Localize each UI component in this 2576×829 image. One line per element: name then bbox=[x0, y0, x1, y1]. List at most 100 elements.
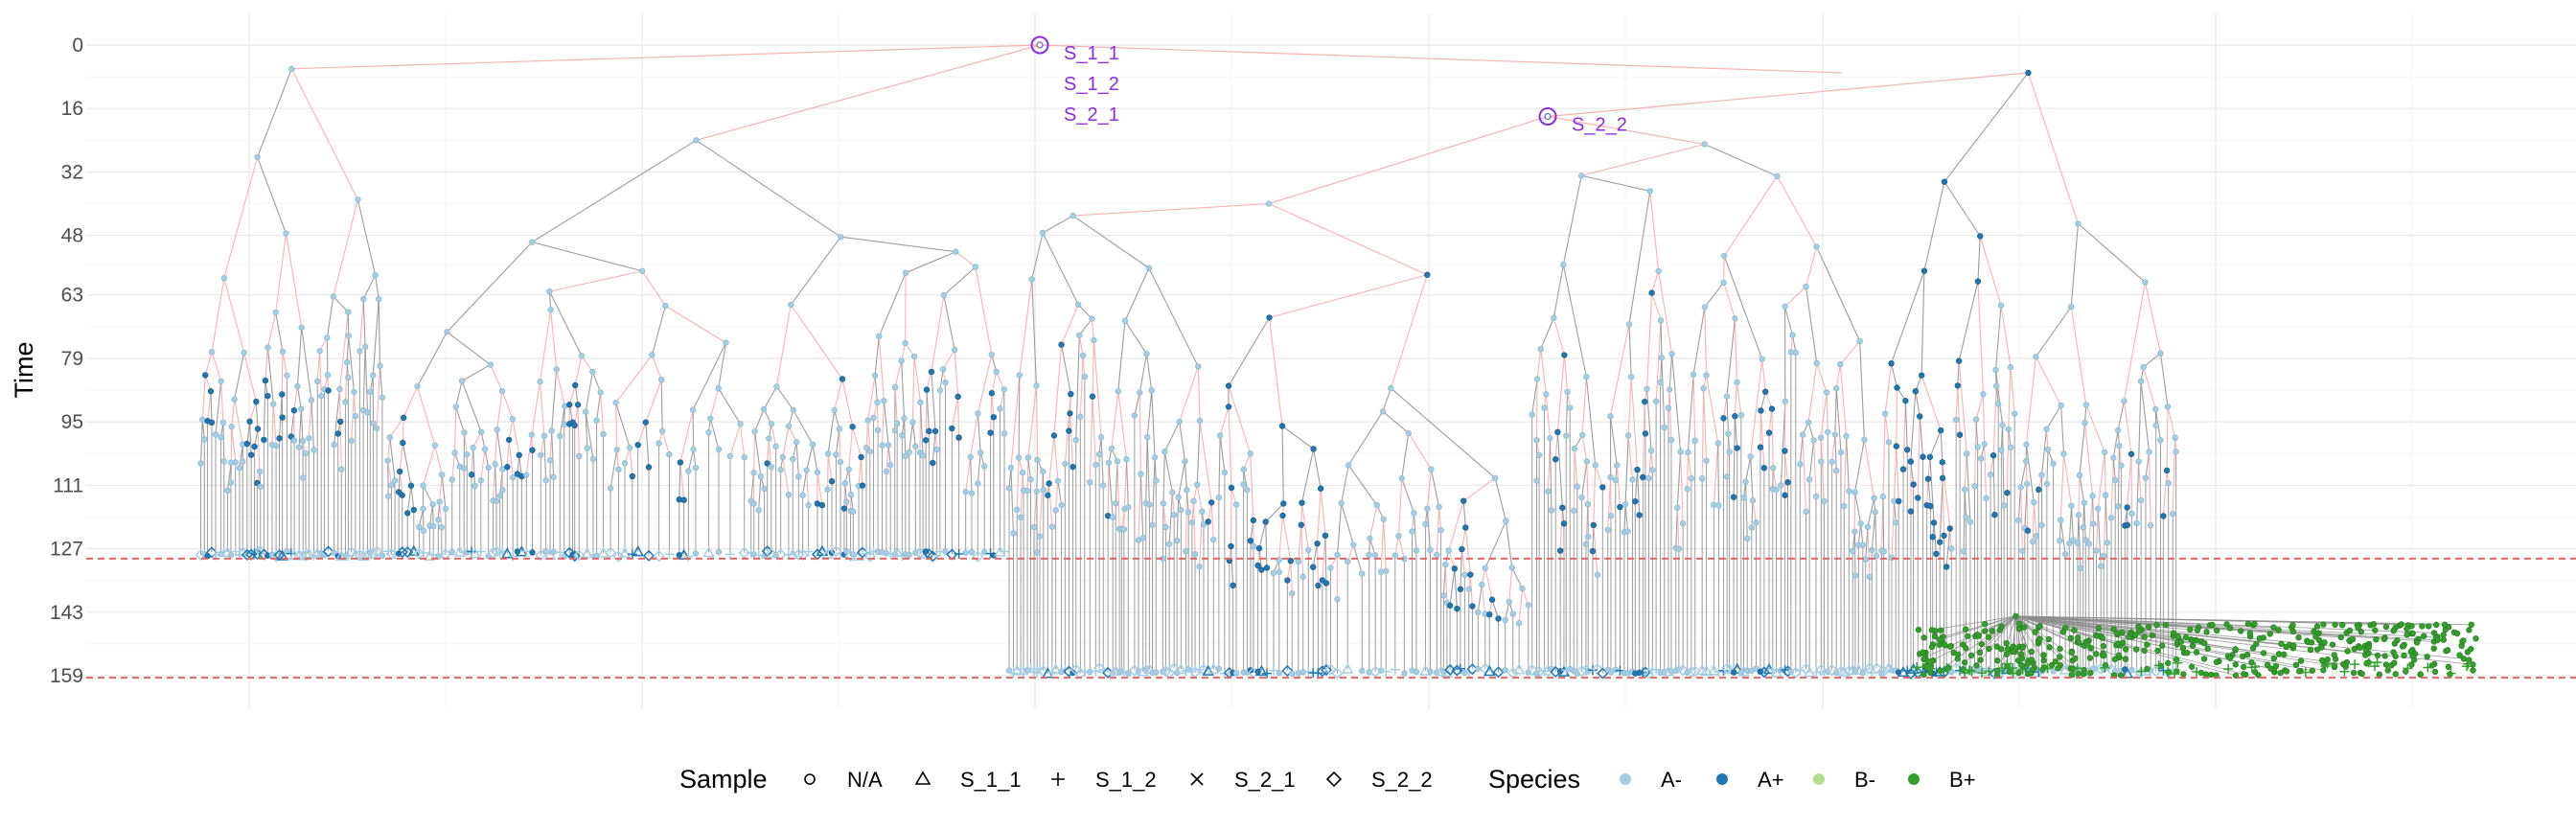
tree-edge bbox=[931, 371, 936, 431]
tree-edge bbox=[379, 365, 383, 398]
tree-node bbox=[2093, 632, 2100, 639]
tree-node-sample bbox=[1042, 667, 1054, 679]
tree-edge bbox=[1760, 410, 1765, 469]
tree-edge bbox=[641, 270, 666, 307]
tree-edge bbox=[2143, 366, 2156, 410]
tree-edge bbox=[1843, 435, 1848, 507]
tree-node bbox=[1125, 670, 1132, 677]
tree-node bbox=[785, 423, 793, 429]
tree-node bbox=[1225, 403, 1232, 410]
tree-node bbox=[1000, 386, 1007, 393]
tree-edge bbox=[1092, 339, 1102, 438]
tree-edge bbox=[1146, 437, 1150, 505]
tree-edge bbox=[1508, 567, 1513, 603]
tree-node bbox=[1997, 302, 2005, 309]
tree-node bbox=[885, 442, 892, 449]
tree-node bbox=[2085, 541, 2093, 547]
tree-node bbox=[537, 378, 543, 385]
tree-node bbox=[1684, 486, 1690, 493]
tree-node bbox=[2057, 538, 2063, 544]
tree-node bbox=[1770, 465, 1777, 472]
tree-node bbox=[1644, 385, 1650, 393]
tree-edge bbox=[1884, 413, 1890, 443]
tree-edge bbox=[827, 453, 833, 482]
tree-node bbox=[2040, 652, 2047, 658]
tree-edge bbox=[362, 274, 377, 300]
tree-node bbox=[2004, 645, 2012, 653]
tree-edge bbox=[574, 384, 579, 405]
tree-node bbox=[1992, 382, 2000, 389]
tree-node bbox=[795, 473, 802, 480]
tree-edge bbox=[1300, 449, 1315, 503]
tree-node bbox=[2061, 550, 2069, 558]
tree-node bbox=[468, 472, 475, 478]
tree-node bbox=[1907, 508, 1915, 515]
tree-edge bbox=[1736, 381, 1742, 416]
tree-edge bbox=[1896, 446, 1899, 501]
tree-edge bbox=[1265, 521, 1268, 568]
tree-node bbox=[1036, 533, 1044, 540]
tree-node-sample bbox=[1010, 664, 1024, 676]
tree-node bbox=[629, 472, 636, 480]
tree-edge bbox=[1505, 520, 1513, 568]
tree-node bbox=[2019, 547, 2026, 554]
tree-edge bbox=[1218, 435, 1221, 498]
tree-node bbox=[1427, 668, 1434, 675]
tree-edge bbox=[272, 403, 277, 447]
tree-edge bbox=[308, 400, 312, 439]
tree-node bbox=[420, 527, 427, 535]
tree-edge bbox=[508, 439, 514, 478]
tree-node bbox=[1690, 371, 1697, 378]
tree-edge bbox=[387, 460, 389, 496]
tree-node bbox=[1153, 477, 1160, 484]
tree-edge bbox=[1917, 416, 1920, 498]
tree-node bbox=[1981, 441, 1988, 448]
tree-node bbox=[2470, 667, 2476, 674]
tree-node bbox=[2095, 625, 2103, 632]
tree-node bbox=[593, 417, 600, 424]
tree-node bbox=[1936, 539, 1944, 545]
tree-node-sample bbox=[1643, 667, 1655, 679]
tree-node bbox=[906, 449, 912, 456]
tree-node bbox=[306, 435, 312, 442]
tree-node bbox=[1994, 657, 2001, 664]
tree-node bbox=[906, 551, 912, 559]
tree-edge bbox=[1031, 279, 1038, 386]
tree-node bbox=[1893, 443, 1900, 449]
tree-node bbox=[942, 548, 949, 555]
tree-edge bbox=[2112, 457, 2116, 481]
tree-node bbox=[1413, 547, 1420, 554]
tree-node bbox=[2246, 630, 2254, 636]
tree-edge bbox=[844, 483, 847, 502]
tree-node bbox=[1817, 434, 1825, 441]
tree-edge bbox=[461, 364, 491, 382]
tree-node bbox=[1634, 466, 1641, 473]
tree-node bbox=[839, 376, 846, 382]
tree-node bbox=[1287, 557, 1294, 564]
sample-label: S_2_2 bbox=[1572, 114, 1627, 135]
tree-edge bbox=[2095, 508, 2099, 551]
tree-node bbox=[2249, 645, 2257, 652]
tree-node bbox=[1954, 656, 1961, 662]
tree-edge bbox=[2083, 502, 2086, 541]
tree-edge bbox=[977, 355, 993, 414]
tree-edge bbox=[955, 251, 977, 267]
tree-edge bbox=[1805, 287, 1818, 364]
tree-node bbox=[634, 442, 641, 449]
tree-edge bbox=[1745, 456, 1752, 482]
tree-node bbox=[1907, 458, 1914, 465]
tree-edge bbox=[1460, 549, 1462, 589]
tree-node bbox=[2084, 641, 2091, 648]
tree-node bbox=[2141, 633, 2148, 640]
tree-node bbox=[693, 137, 700, 144]
tree-node bbox=[1289, 589, 1296, 597]
tree-edge bbox=[1368, 505, 1378, 539]
tree-edge bbox=[977, 413, 981, 453]
tree-node bbox=[2004, 489, 2011, 496]
tree-edge bbox=[1910, 391, 1917, 462]
tree-edge bbox=[508, 419, 514, 441]
tree-node bbox=[257, 483, 264, 490]
tree-node bbox=[2122, 646, 2129, 653]
tree-node-sample bbox=[564, 546, 576, 559]
tree-edge bbox=[1859, 340, 1865, 440]
